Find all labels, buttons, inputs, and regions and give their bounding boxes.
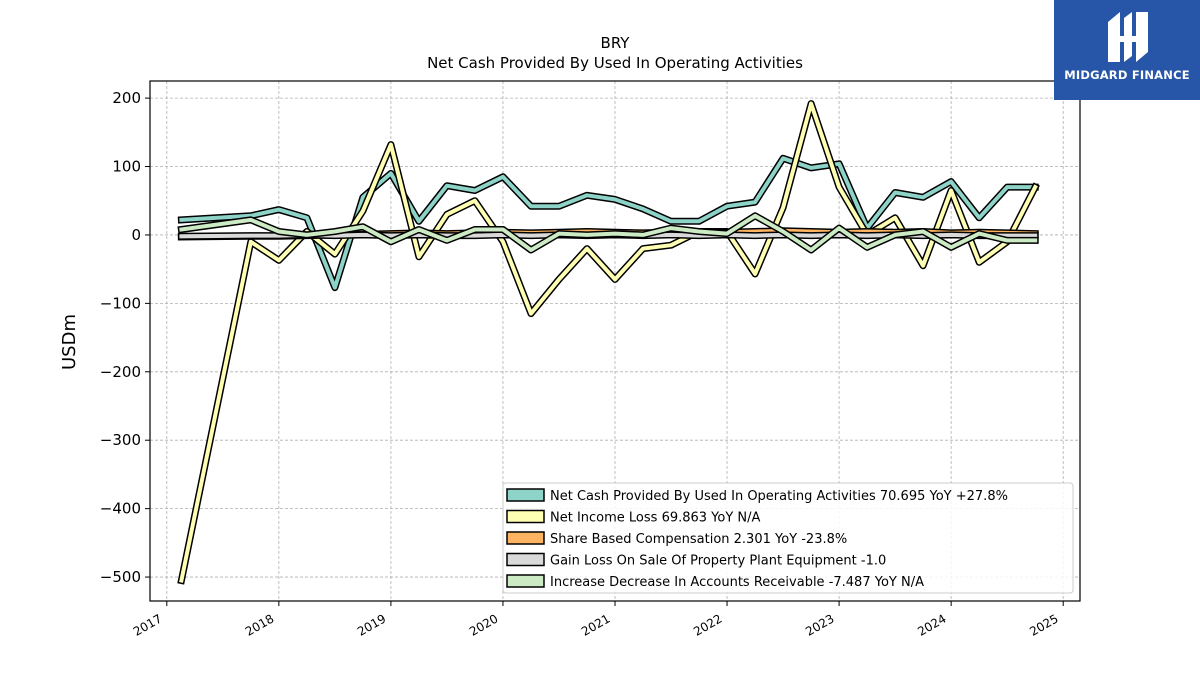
legend-entry: Net Income Loss 69.863 YoY N/A (550, 511, 761, 526)
legend-box (502, 482, 1074, 594)
legend-entry: Net Cash Provided By Used In Operating A… (550, 489, 1008, 504)
x-tick-label: 2018 (243, 611, 276, 638)
legend: Net Cash Provided By Used In Operating A… (502, 482, 1074, 594)
brand-mark-icon (1108, 12, 1148, 62)
legend-entry: Gain Loss On Sale Of Property Plant Equi… (550, 554, 886, 569)
legend-swatch (506, 574, 545, 588)
y-tick-label: −500 (100, 568, 141, 586)
x-tick-label: 2019 (355, 611, 388, 638)
x-tick-label: 2025 (1027, 611, 1060, 638)
legend-swatch (506, 509, 545, 524)
x-tick-label: 2024 (915, 611, 948, 638)
y-tick-label: −300 (100, 431, 141, 449)
series-layer (177, 100, 1040, 585)
y-tick-label: 0 (131, 226, 141, 244)
y-tick-label: 100 (112, 158, 141, 176)
y-tick-label: −200 (100, 363, 141, 381)
x-tick-label: 2021 (579, 611, 612, 638)
y-axis-label: USDm (59, 314, 80, 370)
legend-entry: Share Based Compensation 2.301 YoY -23.8… (550, 532, 847, 547)
x-tick-label: 2022 (691, 611, 724, 638)
series-increase-decrease-in-accounts-receivable-line (179, 213, 1038, 252)
chart-subtitle: Net Cash Provided By Used In Operating A… (427, 54, 803, 72)
y-tick-label: −400 (100, 500, 141, 518)
x-tick-label: 2023 (803, 611, 836, 638)
brand-name: MIDGARD FINANCE (1064, 68, 1190, 82)
y-tick-label: 200 (112, 89, 141, 107)
series-net-income-loss-line (179, 101, 1038, 583)
legend-swatch (506, 531, 545, 545)
chart-title: BRY (601, 34, 631, 52)
legend-swatch (506, 552, 545, 567)
x-tick-label: 2017 (131, 611, 164, 638)
x-tick-label: 2020 (467, 611, 500, 638)
y-tick-label: −100 (100, 294, 141, 312)
legend-swatch (506, 488, 545, 502)
legend-entry: Increase Decrease In Accounts Receivable… (550, 575, 924, 590)
brand-logo: MIDGARD FINANCE (1054, 0, 1200, 100)
